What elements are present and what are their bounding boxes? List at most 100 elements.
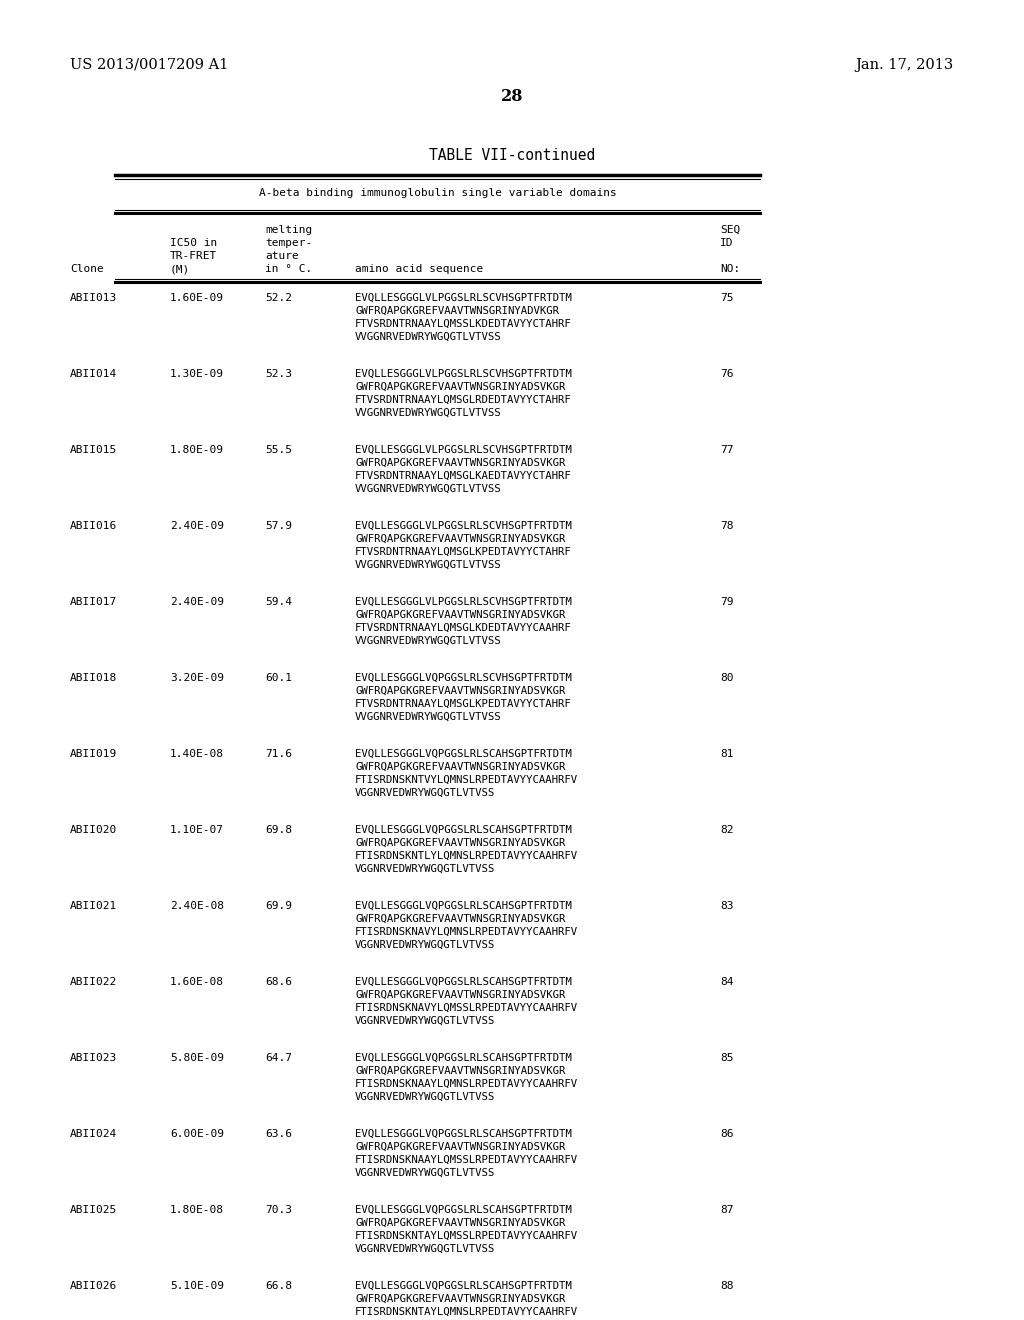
Text: 68.6: 68.6 [265, 977, 292, 987]
Text: VGGNRVEDWRYWGQGTLVTVSS: VGGNRVEDWRYWGQGTLVTVSS [355, 1092, 496, 1102]
Text: 3.20E-09: 3.20E-09 [170, 673, 224, 682]
Text: VVGGNRVEDWRYWGQGTLVTVSS: VVGGNRVEDWRYWGQGTLVTVSS [355, 560, 502, 570]
Text: Clone: Clone [70, 264, 103, 275]
Text: FTISRDNSKNAAYLQMNSLRPEDTAVYYCAAHRFV: FTISRDNSKNAAYLQMNSLRPEDTAVYYCAAHRFV [355, 1078, 579, 1089]
Text: 59.4: 59.4 [265, 597, 292, 607]
Text: EVQLLESGGGLVQPGGSLRLSCAHSGPTFRTDTM: EVQLLESGGGLVQPGGSLRLSCAHSGPTFRTDTM [355, 1205, 571, 1214]
Text: NO:: NO: [720, 264, 740, 275]
Text: amino acid sequence: amino acid sequence [355, 264, 483, 275]
Text: 70.3: 70.3 [265, 1205, 292, 1214]
Text: 81: 81 [720, 748, 733, 759]
Text: FTVSRDNTRNAAYLQMSGLKPEDTAVYYCTAHRF: FTVSRDNTRNAAYLQMSGLKPEDTAVYYCTAHRF [355, 546, 571, 557]
Text: EVQLLESGGGLVQPGGSLRLSCAHSGPTFRTDTM: EVQLLESGGGLVQPGGSLRLSCAHSGPTFRTDTM [355, 825, 571, 836]
Text: GWFRQAPGKGREFVAAVTWNSGRINYADSVKGR: GWFRQAPGKGREFVAAVTWNSGRINYADSVKGR [355, 762, 565, 772]
Text: EVQLLESGGGLVQPGGSLRLSCAHSGPTFRTDTM: EVQLLESGGGLVQPGGSLRLSCAHSGPTFRTDTM [355, 748, 571, 759]
Text: VGGNRVEDWRYWGQGTLVTVSS: VGGNRVEDWRYWGQGTLVTVSS [355, 1243, 496, 1254]
Text: 75: 75 [720, 293, 733, 304]
Text: VGGNRVEDWRYWGQGTLVTVSS: VGGNRVEDWRYWGQGTLVTVSS [355, 788, 496, 799]
Text: FTVSRDNTRNAAYLQMSGLKDEDTAVYYCAAHRF: FTVSRDNTRNAAYLQMSGLKDEDTAVYYCAAHRF [355, 623, 571, 634]
Text: FTVSRDNTRNAAYLQMSSLKDEDTAVYYCTAHRF: FTVSRDNTRNAAYLQMSSLKDEDTAVYYCTAHRF [355, 319, 571, 329]
Text: FTISRDNSKNTAYLQMNSLRPEDTAVYYCAAHRFV: FTISRDNSKNTAYLQMNSLRPEDTAVYYCAAHRFV [355, 1307, 579, 1317]
Text: FTISRDNSKNTAYLQMSSLRPEDTAVYYCAAHRFV: FTISRDNSKNTAYLQMSSLRPEDTAVYYCAAHRFV [355, 1232, 579, 1241]
Text: EVQLLESGGGLVQPGGSLRLSCAHSGPTFRTDTM: EVQLLESGGGLVQPGGSLRLSCAHSGPTFRTDTM [355, 977, 571, 987]
Text: GWFRQAPGKGREFVAAVTWNSGRINYADVKGR: GWFRQAPGKGREFVAAVTWNSGRINYADVKGR [355, 306, 559, 315]
Text: 2.40E-09: 2.40E-09 [170, 521, 224, 531]
Text: 1.80E-08: 1.80E-08 [170, 1205, 224, 1214]
Text: 5.80E-09: 5.80E-09 [170, 1053, 224, 1063]
Text: ABII013: ABII013 [70, 293, 118, 304]
Text: ABII026: ABII026 [70, 1280, 118, 1291]
Text: 78: 78 [720, 521, 733, 531]
Text: 76: 76 [720, 370, 733, 379]
Text: 1.60E-09: 1.60E-09 [170, 293, 224, 304]
Text: 6.00E-09: 6.00E-09 [170, 1129, 224, 1139]
Text: GWFRQAPGKGREFVAAVTWNSGRINYADSVKGR: GWFRQAPGKGREFVAAVTWNSGRINYADSVKGR [355, 686, 565, 696]
Text: FTVSRDNTRNAAYLQMSGLKPEDTAVYYCTAHRF: FTVSRDNTRNAAYLQMSGLKPEDTAVYYCTAHRF [355, 700, 571, 709]
Text: VGGNRVEDWRYWGQGTLVTVSS: VGGNRVEDWRYWGQGTLVTVSS [355, 1016, 496, 1026]
Text: ABII017: ABII017 [70, 597, 118, 607]
Text: 69.9: 69.9 [265, 902, 292, 911]
Text: ID: ID [720, 238, 733, 248]
Text: US 2013/0017209 A1: US 2013/0017209 A1 [70, 58, 228, 73]
Text: 52.2: 52.2 [265, 293, 292, 304]
Text: VGGNRVEDWRYWGQGTLVTVSS: VGGNRVEDWRYWGQGTLVTVSS [355, 940, 496, 950]
Text: EVQLLESGGGLVQPGGSLRLSCAHSGPTFRTDTM: EVQLLESGGGLVQPGGSLRLSCAHSGPTFRTDTM [355, 1280, 571, 1291]
Text: GWFRQAPGKGREFVAAVTWNSGRINYADSVKGR: GWFRQAPGKGREFVAAVTWNSGRINYADSVKGR [355, 1294, 565, 1304]
Text: 71.6: 71.6 [265, 748, 292, 759]
Text: ABII016: ABII016 [70, 521, 118, 531]
Text: 85: 85 [720, 1053, 733, 1063]
Text: ABII020: ABII020 [70, 825, 118, 836]
Text: 1.60E-08: 1.60E-08 [170, 977, 224, 987]
Text: 1.30E-09: 1.30E-09 [170, 370, 224, 379]
Text: GWFRQAPGKGREFVAAVTWNSGRINYADSVKGR: GWFRQAPGKGREFVAAVTWNSGRINYADSVKGR [355, 913, 565, 924]
Text: FTISRDNSKNTLYLQMNSLRPEDTAVYYCAAHRFV: FTISRDNSKNTLYLQMNSLRPEDTAVYYCAAHRFV [355, 851, 579, 861]
Text: FTVSRDNTRNAAYLQMSGLKAEDTAVYYCTAHRF: FTVSRDNTRNAAYLQMSGLKAEDTAVYYCTAHRF [355, 471, 571, 480]
Text: EVQLLESGGGLVLPGGSLRLSCVHSGPTFRTDTM: EVQLLESGGGLVLPGGSLRLSCVHSGPTFRTDTM [355, 597, 571, 607]
Text: FTISRDNSKNAVYLQMSSLRPEDTAVYYCAAHRFV: FTISRDNSKNAVYLQMSSLRPEDTAVYYCAAHRFV [355, 1003, 579, 1012]
Text: A-beta binding immunoglobulin single variable domains: A-beta binding immunoglobulin single var… [259, 187, 616, 198]
Text: 63.6: 63.6 [265, 1129, 292, 1139]
Text: VVGGNRVEDWRYWGQGTLVTVSS: VVGGNRVEDWRYWGQGTLVTVSS [355, 636, 502, 645]
Text: SEQ: SEQ [720, 224, 740, 235]
Text: 1.40E-08: 1.40E-08 [170, 748, 224, 759]
Text: 2.40E-08: 2.40E-08 [170, 902, 224, 911]
Text: 82: 82 [720, 825, 733, 836]
Text: GWFRQAPGKGREFVAAVTWNSGRINYADSVKGR: GWFRQAPGKGREFVAAVTWNSGRINYADSVKGR [355, 1142, 565, 1152]
Text: EVQLLESGGGLVQPGGSLRLSCAHSGPTFRTDTM: EVQLLESGGGLVQPGGSLRLSCAHSGPTFRTDTM [355, 1053, 571, 1063]
Text: 5.10E-09: 5.10E-09 [170, 1280, 224, 1291]
Text: ABII022: ABII022 [70, 977, 118, 987]
Text: 2.40E-09: 2.40E-09 [170, 597, 224, 607]
Text: 1.10E-07: 1.10E-07 [170, 825, 224, 836]
Text: TR-FRET: TR-FRET [170, 251, 217, 261]
Text: GWFRQAPGKGREFVAAVTWNSGRINYADSVKGR: GWFRQAPGKGREFVAAVTWNSGRINYADSVKGR [355, 1067, 565, 1076]
Text: FTVSRDNTRNAAYLQMSGLRDEDTAVYYCTAHRF: FTVSRDNTRNAAYLQMSGLRDEDTAVYYCTAHRF [355, 395, 571, 405]
Text: in ° C.: in ° C. [265, 264, 312, 275]
Text: 69.8: 69.8 [265, 825, 292, 836]
Text: (M): (M) [170, 264, 190, 275]
Text: 66.8: 66.8 [265, 1280, 292, 1291]
Text: ABII021: ABII021 [70, 902, 118, 911]
Text: 79: 79 [720, 597, 733, 607]
Text: melting: melting [265, 224, 312, 235]
Text: ABII024: ABII024 [70, 1129, 118, 1139]
Text: 88: 88 [720, 1280, 733, 1291]
Text: EVQLLESGGGLVQPGGSLRLSCAHSGPTFRTDTM: EVQLLESGGGLVQPGGSLRLSCAHSGPTFRTDTM [355, 1129, 571, 1139]
Text: GWFRQAPGKGREFVAAVTWNSGRINYADSVKGR: GWFRQAPGKGREFVAAVTWNSGRINYADSVKGR [355, 535, 565, 544]
Text: VGGNRVEDWRYWGQGTLVTVSS: VGGNRVEDWRYWGQGTLVTVSS [355, 1168, 496, 1177]
Text: ature: ature [265, 251, 299, 261]
Text: VVGGNRVEDWRYWGQGTLVTVSS: VVGGNRVEDWRYWGQGTLVTVSS [355, 711, 502, 722]
Text: FTISRDNSKNAAYLQMSSLRPEDTAVYYCAAHRFV: FTISRDNSKNAAYLQMSSLRPEDTAVYYCAAHRFV [355, 1155, 579, 1166]
Text: EVQLLESGGGLVLPGGSLRLSCVHSGPTFRTDTM: EVQLLESGGGLVLPGGSLRLSCVHSGPTFRTDTM [355, 445, 571, 455]
Text: IC50 in: IC50 in [170, 238, 217, 248]
Text: 64.7: 64.7 [265, 1053, 292, 1063]
Text: FTISRDNSKNTVYLQMNSLRPEDTAVYYCAAHRFV: FTISRDNSKNTVYLQMNSLRPEDTAVYYCAAHRFV [355, 775, 579, 785]
Text: VVGGNRVEDWRYWGQGTLVTVSS: VVGGNRVEDWRYWGQGTLVTVSS [355, 484, 502, 494]
Text: FTISRDNSKNAVYLQMNSLRPEDTAVYYCAAHRFV: FTISRDNSKNAVYLQMNSLRPEDTAVYYCAAHRFV [355, 927, 579, 937]
Text: ABII023: ABII023 [70, 1053, 118, 1063]
Text: VVGGNRVEDWRYWGQGTLVTVSS: VVGGNRVEDWRYWGQGTLVTVSS [355, 408, 502, 418]
Text: 77: 77 [720, 445, 733, 455]
Text: ABII018: ABII018 [70, 673, 118, 682]
Text: 52.3: 52.3 [265, 370, 292, 379]
Text: VGGNRVEDWRYWGQGTLVTVSS: VGGNRVEDWRYWGQGTLVTVSS [355, 865, 496, 874]
Text: temper-: temper- [265, 238, 312, 248]
